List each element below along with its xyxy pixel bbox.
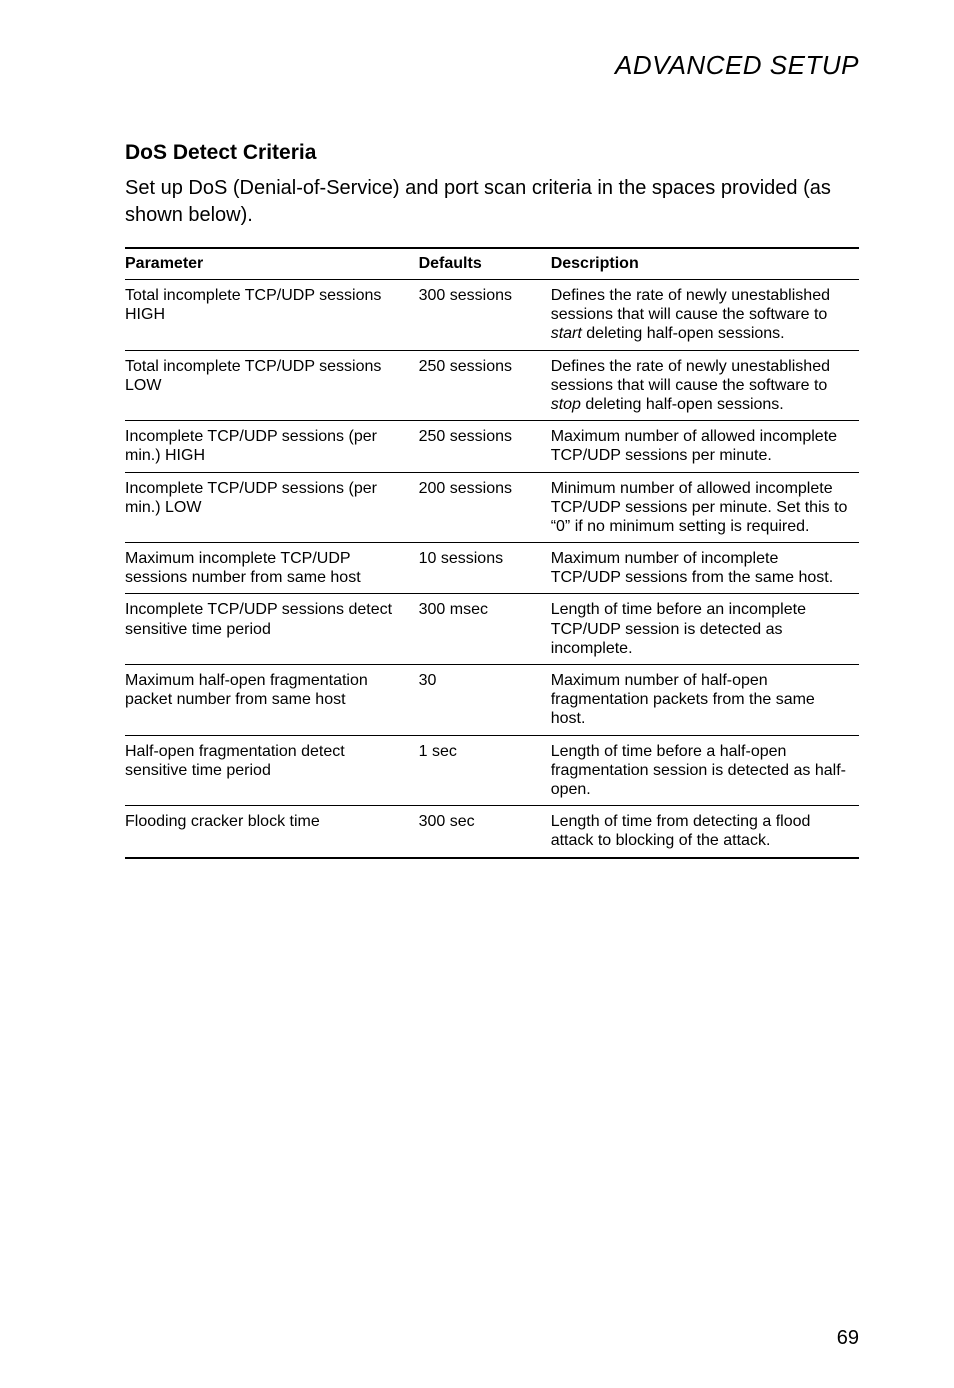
cell-parameter: Total incomplete TCP/UDP sessions HIGH: [125, 280, 419, 351]
cell-description: Defines the rate of newly unestablished …: [551, 350, 859, 421]
cell-parameter: Incomplete TCP/UDP sessions (per min.) H…: [125, 421, 419, 472]
col-header-defaults: Defaults: [419, 248, 551, 280]
table-row: Incomplete TCP/UDP sessions (per min.) H…: [125, 421, 859, 472]
cell-default: 10 sessions: [419, 543, 551, 594]
table-row: Half-open fragmentation detect sensitive…: [125, 735, 859, 806]
page-header: ADVANCED SETUP: [125, 50, 859, 81]
cell-parameter: Half-open fragmentation detect sensitive…: [125, 735, 419, 806]
cell-description: Defines the rate of newly unestablished …: [551, 280, 859, 351]
cell-default: 250 sessions: [419, 350, 551, 421]
cell-parameter: Flooding cracker block time: [125, 806, 419, 858]
cell-parameter: Incomplete TCP/UDP sessions (per min.) L…: [125, 472, 419, 543]
table-row: Flooding cracker block time300 secLength…: [125, 806, 859, 858]
page-number: 69: [837, 1327, 859, 1350]
table-row: Maximum incomplete TCP/UDP sessions numb…: [125, 543, 859, 594]
cell-description: Maximum number of allowed incomplete TCP…: [551, 421, 859, 472]
section-intro: Set up DoS (Denial-of-Service) and port …: [125, 175, 859, 229]
cell-default: 300 sessions: [419, 280, 551, 351]
criteria-table: Parameter Defaults Description Total inc…: [125, 247, 859, 859]
emphasis: stop: [551, 396, 581, 413]
section-title: DoS Detect Criteria: [125, 141, 859, 165]
emphasis: start: [551, 325, 582, 342]
cell-parameter: Incomplete TCP/UDP sessions detect sensi…: [125, 594, 419, 665]
cell-description: Maximum number of half-open fragmentatio…: [551, 665, 859, 736]
table-row: Maximum half-open fragmentation packet n…: [125, 665, 859, 736]
cell-default: 30: [419, 665, 551, 736]
table-header-row: Parameter Defaults Description: [125, 248, 859, 280]
cell-default: 300 msec: [419, 594, 551, 665]
col-header-description: Description: [551, 248, 859, 280]
table-row: Total incomplete TCP/UDP sessions HIGH30…: [125, 280, 859, 351]
col-header-parameter: Parameter: [125, 248, 419, 280]
table-row: Total incomplete TCP/UDP sessions LOW250…: [125, 350, 859, 421]
cell-description: Length of time before an incomplete TCP/…: [551, 594, 859, 665]
table-row: Incomplete TCP/UDP sessions detect sensi…: [125, 594, 859, 665]
cell-description: Length of time before a half-open fragme…: [551, 735, 859, 806]
cell-parameter: Maximum incomplete TCP/UDP sessions numb…: [125, 543, 419, 594]
table-row: Incomplete TCP/UDP sessions (per min.) L…: [125, 472, 859, 543]
cell-default: 1 sec: [419, 735, 551, 806]
cell-parameter: Total incomplete TCP/UDP sessions LOW: [125, 350, 419, 421]
cell-parameter: Maximum half-open fragmentation packet n…: [125, 665, 419, 736]
cell-description: Maximum number of incomplete TCP/UDP ses…: [551, 543, 859, 594]
cell-default: 200 sessions: [419, 472, 551, 543]
cell-description: Minimum number of allowed incomplete TCP…: [551, 472, 859, 543]
cell-default: 250 sessions: [419, 421, 551, 472]
cell-description: Length of time from detecting a flood at…: [551, 806, 859, 858]
cell-default: 300 sec: [419, 806, 551, 858]
